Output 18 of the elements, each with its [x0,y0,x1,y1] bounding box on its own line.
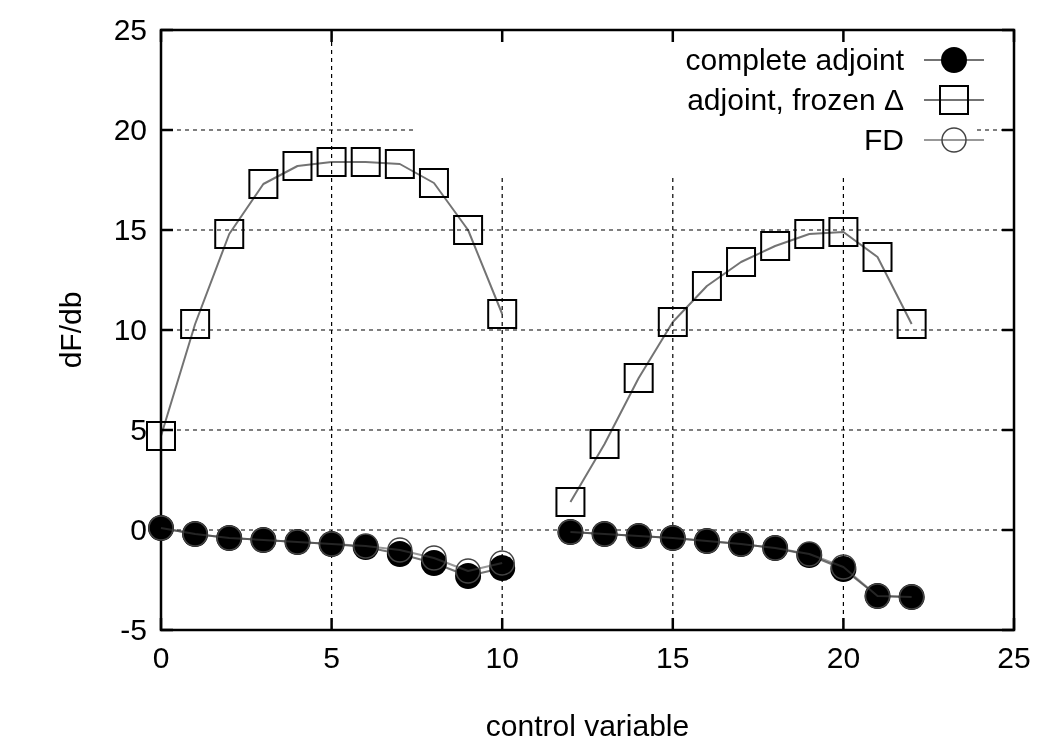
y-tick-label: 25 [113,13,147,46]
y-tick-label: -5 [120,613,147,646]
x-tick-label: 10 [485,641,519,674]
y-tick-label: 5 [130,413,147,446]
y-tick-label: 0 [130,513,147,546]
x-tick-label: 0 [152,641,170,674]
legend-label: complete adjoint [685,43,905,76]
y-tick-label: 15 [113,213,147,246]
y-tick-label: 20 [113,113,147,146]
legend-label: FD [864,123,904,156]
y-tick-label: 10 [113,313,147,346]
x-tick-label: 25 [997,641,1031,674]
x-axis-title: control variable [485,709,690,742]
x-tick-label: 20 [826,641,861,674]
x-tick-label: 5 [323,641,340,674]
x-tick-label: 15 [656,641,690,674]
y-axis-title: dF/db [54,291,87,369]
legend-label: adjoint, frozen Δ [687,83,904,116]
